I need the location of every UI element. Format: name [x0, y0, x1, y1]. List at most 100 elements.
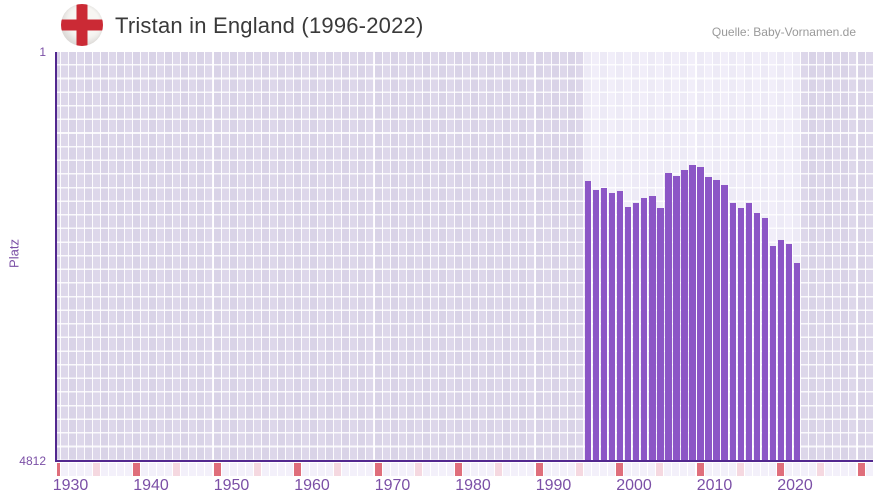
- grid-column: [269, 52, 278, 461]
- grid-column: [60, 52, 69, 461]
- bar-2012: [713, 179, 720, 461]
- strip-cell-2014: [728, 463, 737, 476]
- grid-column: [511, 52, 520, 461]
- grid-column: [237, 52, 246, 461]
- strip-cell-1964: [326, 463, 335, 476]
- bar-2009: [689, 164, 696, 461]
- strip-cell-1967: [350, 463, 359, 476]
- strip-cell-1973: [398, 463, 407, 476]
- strip-cell-1989: [527, 463, 536, 476]
- grid-column: [245, 52, 254, 461]
- grid-column: [350, 52, 359, 461]
- strip-cell-1943: [157, 463, 166, 476]
- grid-column: [302, 52, 311, 461]
- strip-cell-1988: [519, 463, 528, 476]
- grid-column: [229, 52, 238, 461]
- strip-cell-1952: [229, 463, 238, 476]
- grid-column: [503, 52, 512, 461]
- strip-cell-2002: [632, 463, 641, 476]
- grid-column: [76, 52, 85, 461]
- x-tick-label-2000: 2000: [616, 477, 652, 494]
- grid-column: [92, 52, 101, 461]
- strip-cell-1955: [253, 463, 262, 476]
- bar-2013: [721, 185, 728, 461]
- strip-cell-1932: [68, 463, 77, 476]
- strip-cell-1951: [221, 463, 230, 476]
- bar-2015: [737, 207, 745, 461]
- strip-cell-2015: [736, 463, 745, 476]
- page-title: Tristan in England (1996-2022): [115, 13, 424, 38]
- grid-column: [382, 52, 391, 461]
- grid-column: [567, 52, 576, 461]
- strip-cell-2030: [857, 463, 866, 476]
- bar-2019: [769, 246, 777, 461]
- x-tick-label-1930: 1930: [52, 477, 89, 494]
- strip-cell-1984: [487, 463, 496, 476]
- strip-cell-1930: [57, 463, 61, 476]
- strip-cell-2005: [656, 463, 665, 476]
- strip-cell-2012: [712, 463, 721, 476]
- strip-cell-2029: [849, 463, 858, 476]
- strip-cell-2020: [777, 463, 786, 476]
- grid-column: [100, 52, 109, 461]
- grid-column: [398, 52, 407, 461]
- bar-1998: [600, 188, 608, 461]
- strip-cell-1981: [463, 463, 472, 476]
- x-tick-label-1970: 1970: [374, 477, 411, 494]
- grid-column: [366, 52, 375, 461]
- strip-cell-1949: [205, 463, 214, 476]
- strip-cell-1945: [173, 463, 182, 476]
- grid-column: [318, 52, 327, 461]
- strip-cell-1965: [334, 463, 343, 476]
- strip-cell-1946: [181, 463, 190, 476]
- grid-column: [326, 52, 335, 461]
- bar-2003: [640, 197, 648, 461]
- grid-column: [116, 52, 125, 461]
- bar-2020: [777, 239, 785, 461]
- grid-column: [342, 52, 351, 461]
- strip-cell-2023: [801, 463, 810, 476]
- x-tick-label-2010: 2010: [696, 477, 733, 494]
- grid-column: [430, 52, 439, 461]
- strip-cell-2000: [616, 463, 625, 476]
- strip-cell-1978: [438, 463, 447, 476]
- strip-cell-1987: [511, 463, 520, 476]
- strip-cell-1992: [551, 463, 560, 476]
- grid-column: [294, 52, 303, 461]
- strip-cell-1996: [583, 463, 592, 476]
- strip-cell-1999: [607, 463, 616, 476]
- grid-column: [221, 52, 230, 461]
- year-heat-strip: [57, 463, 873, 476]
- strip-cell-1934: [84, 463, 93, 476]
- strip-cell-2017: [752, 463, 761, 476]
- grid-column: [825, 52, 834, 461]
- strip-cell-1941: [141, 463, 150, 476]
- grid-column: [108, 52, 117, 461]
- grid-column: [277, 52, 286, 461]
- strip-cell-2008: [680, 463, 689, 476]
- strip-cell-1986: [503, 463, 512, 476]
- strip-cell-1962: [310, 463, 319, 476]
- strip-cell-1956: [261, 463, 270, 476]
- y-axis-tick-top: 1: [39, 45, 46, 59]
- strip-cell-2025: [817, 463, 826, 476]
- bar-2004: [649, 195, 656, 461]
- strip-cell-1939: [124, 463, 133, 476]
- grid-column: [173, 52, 182, 461]
- strip-cell-1963: [318, 463, 327, 476]
- grid-column: [149, 52, 158, 461]
- grid-column: [205, 52, 214, 461]
- bar-2008: [681, 170, 688, 461]
- strip-cell-2022: [793, 463, 802, 476]
- x-tick-label-1940: 1940: [133, 477, 169, 494]
- grid-column: [551, 52, 560, 461]
- strip-cell-2013: [720, 463, 729, 476]
- strip-cell-1971: [382, 463, 391, 476]
- x-axis-line: [55, 459, 873, 462]
- strip-cell-1957: [269, 463, 278, 476]
- grid-column: [285, 52, 294, 461]
- strip-cell-1948: [197, 463, 206, 476]
- grid-column: [519, 52, 528, 461]
- grid-column: [471, 52, 480, 461]
- bar-2010: [697, 166, 704, 461]
